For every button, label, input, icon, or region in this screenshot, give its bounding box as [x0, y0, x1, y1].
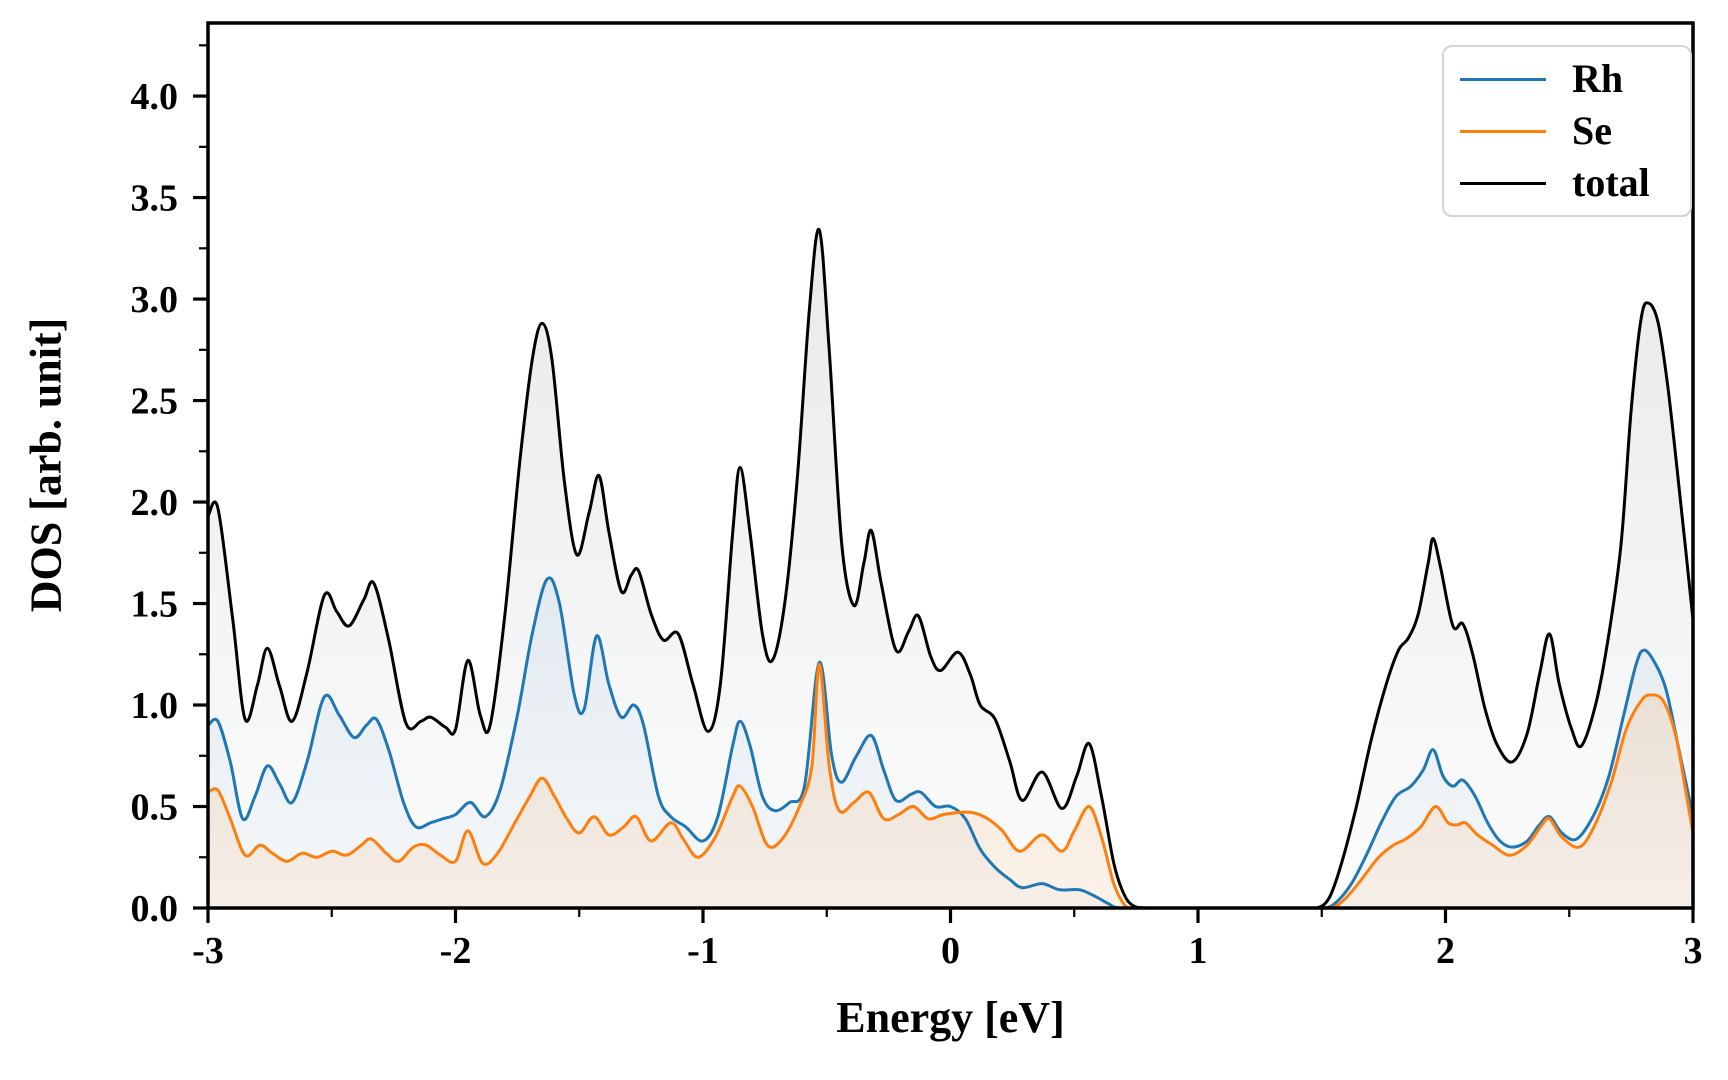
legend-item-total: total — [1460, 163, 1690, 203]
x-tick-label: 2 — [1436, 930, 1455, 972]
legend: Rh Se total — [1442, 45, 1692, 217]
x-tick-label: 3 — [1684, 930, 1703, 972]
y-tick-label: 3.0 — [131, 279, 179, 321]
plot-frame — [206, 21, 1695, 910]
x-axis-title: Energy [eV] — [836, 993, 1065, 1042]
y-tick-label: 3.5 — [131, 178, 179, 220]
y-tick-label: 1.0 — [131, 685, 179, 727]
y-tick-label: 4.0 — [131, 76, 179, 118]
y-tick-label: 0.0 — [131, 888, 179, 930]
plot-area — [208, 227, 1693, 908]
legend-item-rh: Rh — [1460, 59, 1690, 99]
x-tick-label: 1 — [1189, 930, 1208, 972]
series-line-Rh — [208, 576, 1693, 908]
series-fill-Rh — [208, 577, 1693, 908]
x-tick-label: -3 — [192, 930, 224, 972]
series-fill-Se — [208, 664, 1693, 908]
y-tick-label: 1.5 — [131, 584, 179, 626]
y-tick-label: 0.5 — [131, 787, 179, 829]
legend-label-se: Se — [1572, 108, 1612, 153]
series-line-Se — [208, 662, 1693, 908]
series-line-total — [208, 227, 1693, 908]
legend-line-sample-total — [1460, 181, 1546, 185]
legend-line-sample-rh — [1460, 77, 1546, 81]
y-tick-label: 2.5 — [131, 381, 179, 423]
x-tick-label: -2 — [440, 930, 472, 972]
y-axis-title: DOS [arb. unit] — [21, 317, 71, 613]
x-tick-label: 0 — [941, 930, 960, 972]
y-tick-label: 2.0 — [131, 482, 179, 524]
legend-line-sample-se — [1460, 129, 1546, 133]
x-tick-label: -1 — [687, 930, 719, 972]
legend-item-se: Se — [1460, 111, 1690, 151]
legend-label-rh: Rh — [1572, 56, 1624, 101]
tick-labels: -3 -2 -1 0 1 2 3 0.0 0.5 1.0 1.5 2.0 2.5 3.0 3.5 4.0 — [131, 76, 1703, 972]
legend-label-total: total — [1572, 160, 1650, 205]
